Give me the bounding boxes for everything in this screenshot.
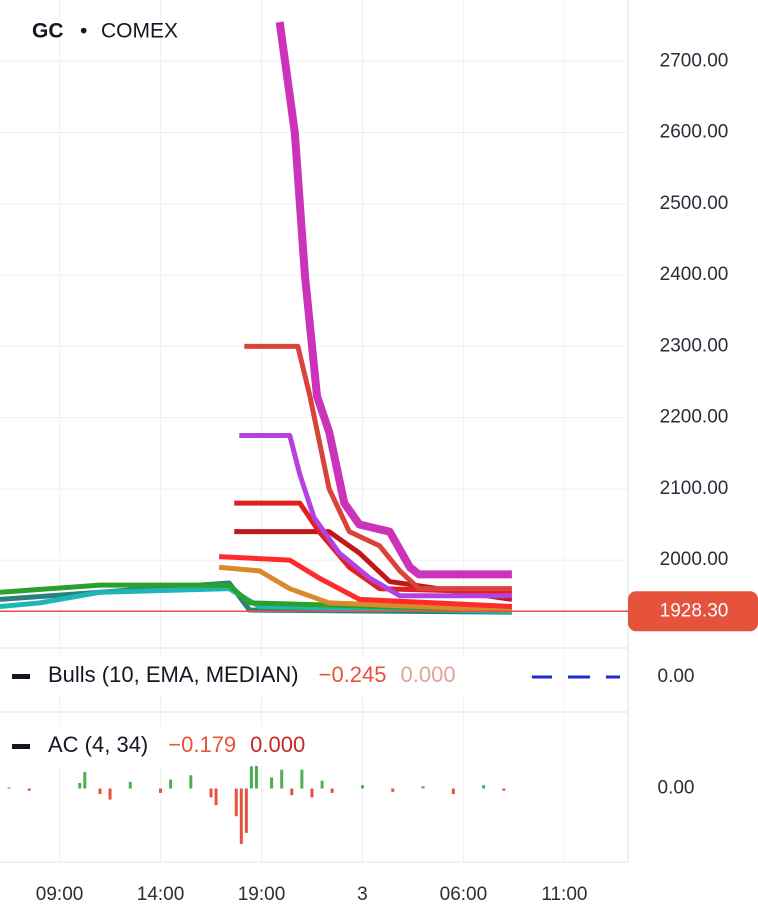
ac-bar — [244, 788, 248, 833]
legend-value: 0.000 — [250, 732, 305, 757]
legend-value: −0.245 — [319, 662, 387, 687]
x-tick-label: 09:00 — [36, 884, 84, 905]
ac-bar — [209, 788, 213, 798]
ac-bar — [189, 775, 193, 789]
ac-bar — [482, 785, 486, 789]
ac-bar — [27, 788, 31, 791]
price-line — [218, 554, 513, 609]
ac-bar — [214, 788, 218, 806]
ac-bar — [320, 780, 324, 789]
ac-bar — [300, 769, 304, 789]
legend-background — [0, 726, 360, 766]
ac-bar — [290, 788, 294, 796]
ac-bar — [98, 788, 102, 795]
legend-background — [0, 656, 532, 696]
ac-bar — [83, 771, 87, 789]
legend-value: 0.000 — [401, 662, 456, 687]
y-tick-label: 2300.00 — [660, 335, 729, 356]
ac-bar — [391, 788, 395, 792]
ac-bar — [234, 788, 238, 817]
ac-bar — [7, 787, 11, 789]
x-tick-label: 06:00 — [440, 884, 488, 905]
ac-bar — [502, 788, 506, 791]
price-line — [275, 21, 512, 579]
ac-bar — [330, 788, 334, 793]
y-tick-label: 2200.00 — [660, 407, 729, 428]
ac-bar — [310, 788, 314, 798]
legend-title: Bulls (10, EMA, MEDIAN) — [48, 662, 299, 687]
ac-bar — [159, 788, 163, 793]
legend-handle — [12, 674, 30, 679]
y-tick-label: 2700.00 — [660, 50, 729, 71]
ac-bar — [421, 786, 425, 789]
ac-bar — [451, 788, 455, 795]
x-tick-label: 11:00 — [541, 884, 587, 905]
x-tick-label: 3 — [357, 884, 368, 905]
legend-handle — [12, 744, 30, 749]
ac-bar — [108, 788, 112, 800]
y-tick-label: 2100.00 — [660, 478, 729, 499]
last-price-badge — [628, 591, 758, 632]
marks — [0, 21, 758, 844]
separator: • — [80, 20, 87, 43]
price-line — [244, 343, 512, 592]
x-tick-label: 19:00 — [238, 884, 286, 905]
last-price-label: 1928.30 — [660, 600, 729, 621]
y-tick-label: 2000.00 — [660, 549, 729, 570]
legend-value: −0.179 — [168, 732, 236, 757]
ac-bar — [249, 766, 253, 789]
ac-bar — [254, 760, 258, 789]
ac-bar — [169, 779, 173, 789]
price-line — [0, 586, 512, 614]
y-tick-label: 2400.00 — [660, 264, 729, 285]
y-tick-label: 0.00 — [658, 666, 695, 687]
price-line — [239, 432, 512, 599]
price-line — [218, 564, 512, 613]
ac-bar — [78, 782, 82, 789]
ac-bar — [280, 769, 284, 789]
ac-bar — [128, 781, 132, 789]
ac-bar — [239, 788, 243, 844]
y-tick-label: 2600.00 — [660, 122, 729, 143]
labels: GC • COMEX 09:00 14:00 19:00 3 06:00 11:00 200… — [0, 20, 728, 905]
x-tick-label: 14:00 — [137, 884, 185, 905]
exchange: COMEX — [101, 20, 178, 43]
ac-bar — [270, 777, 274, 789]
legend-title: AC (4, 34) — [48, 732, 148, 757]
y-tick-label: 2500.00 — [660, 193, 729, 214]
y-tick-label: 0.00 — [658, 778, 695, 799]
symbol: GC — [32, 20, 64, 43]
ac-bar — [360, 785, 364, 789]
